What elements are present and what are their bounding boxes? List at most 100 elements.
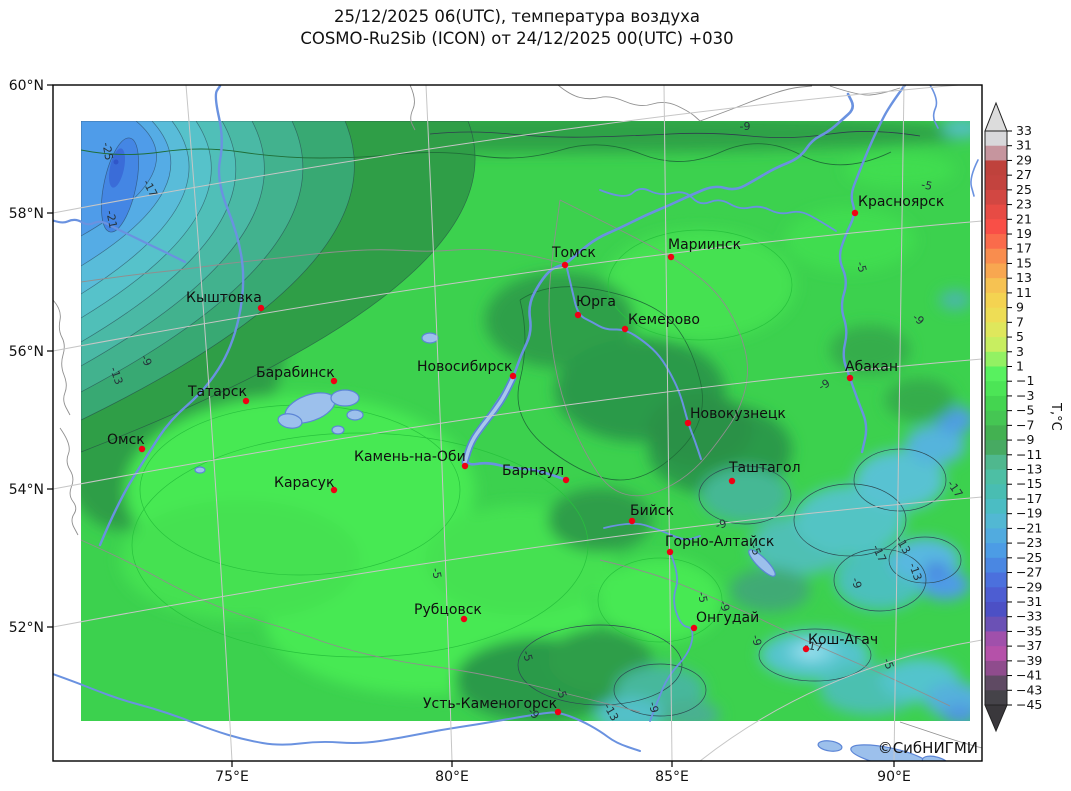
city-dot <box>667 253 675 261</box>
colorbar-segment <box>985 175 1007 191</box>
colorbar-segment <box>985 675 1007 691</box>
colorbar-tick-label: 3 <box>1016 344 1024 359</box>
admin-boundary <box>599 559 951 707</box>
credit-label: ©СибНИГМИ <box>878 739 978 757</box>
colorbar-segment <box>985 587 1007 603</box>
contour-labels: -25-17-21-13-9-9-5-5-9-9-9-5-17-13-17-13… <box>99 120 965 723</box>
meridian-line <box>663 85 673 761</box>
colorbar-segment <box>985 454 1007 471</box>
parallel-line <box>53 85 965 214</box>
lake <box>331 425 345 435</box>
colorbar-segment <box>985 234 1007 250</box>
city-label: Юрга <box>576 294 616 310</box>
city-dot <box>846 374 854 382</box>
city-dot <box>690 624 698 632</box>
colorbar-tick-label: −15 <box>1016 476 1042 491</box>
colorbar-over-arrow <box>984 101 1008 132</box>
field-blob <box>660 700 720 721</box>
colorbar-segment <box>985 601 1007 618</box>
cold-core <box>101 137 139 233</box>
city-label: Таштагол <box>728 460 801 476</box>
contour-value-label: -5 <box>429 567 444 580</box>
colorbar-segment <box>985 440 1007 456</box>
colorbar-segment <box>985 145 1007 161</box>
city-label: Бийск <box>630 503 674 519</box>
lon-tick-label: 75°E <box>215 769 249 785</box>
city-label: Кыштовка <box>186 290 262 306</box>
city-label: Томск <box>551 245 596 261</box>
city-label: Омск <box>107 432 145 448</box>
field-blob <box>785 208 915 272</box>
field-blob <box>548 488 652 552</box>
parallel-line <box>53 220 982 352</box>
colorbar-tick-label: −27 <box>1016 565 1042 580</box>
colorbar-segment <box>985 351 1007 367</box>
contour-value-label: -25 <box>99 141 115 161</box>
colorbar-segment <box>985 337 1007 353</box>
lake <box>194 466 206 474</box>
contour-loop <box>607 229 793 341</box>
contour-line <box>517 286 703 481</box>
city-dot <box>461 462 469 470</box>
city-dot <box>666 548 674 556</box>
city-dot <box>561 261 569 269</box>
admin-boundary <box>409 85 416 131</box>
cold-core <box>108 148 126 188</box>
colorbar-segment <box>985 322 1007 338</box>
lake <box>330 389 360 407</box>
contour-value-label: -21 <box>103 209 119 229</box>
colorbar-tick-label: 23 <box>1016 197 1032 212</box>
city-label: Карасук <box>274 475 334 491</box>
colorbar-tick-label: −29 <box>1016 579 1042 594</box>
colorbar-segment <box>985 660 1007 677</box>
city-dot <box>802 645 810 653</box>
colorbar-segment <box>985 498 1007 515</box>
city-label: Кош-Агач <box>808 632 878 648</box>
contour-value-label: -9 <box>740 120 751 133</box>
river <box>649 551 694 722</box>
city-dot <box>257 304 265 312</box>
colorbar-segment <box>985 543 1007 559</box>
colorbar-tick-label: −41 <box>1016 668 1042 683</box>
city-dot <box>242 397 250 405</box>
colorbar-tick-label: −5 <box>1016 403 1034 418</box>
city-dot <box>330 377 338 385</box>
contour-value-label: -5 <box>747 542 763 557</box>
contour-loop <box>597 557 723 643</box>
contour-line <box>429 131 921 138</box>
axes: 60°N 58°N 56°N 54°N 52°N 75°E 80°E 85°E 90°E <box>9 78 911 785</box>
city-dot <box>460 615 468 623</box>
city-label: Камень-на-Оби <box>354 449 466 465</box>
parallel-line <box>53 496 982 628</box>
colorbar: 33312927252321191715131197531−1−3−5−7−9−… <box>984 101 1042 733</box>
contour-loop <box>517 624 683 706</box>
city-label: Усть-Каменогорск <box>423 696 557 712</box>
colorbar-segment <box>985 469 1007 485</box>
city-dot <box>330 486 338 494</box>
colorbar-segment <box>985 572 1007 588</box>
city-label: Абакан <box>845 359 898 375</box>
river <box>98 85 245 547</box>
contour-value-label: -9 <box>749 634 764 647</box>
parallel-line <box>53 358 982 490</box>
colorbar-tick-label: −1 <box>1016 373 1034 388</box>
contour-value-label: -5 <box>695 591 710 604</box>
colorbar-tick-label: −33 <box>1016 609 1042 624</box>
colorbar-segment <box>985 690 1007 706</box>
colorbar-segment <box>985 484 1007 500</box>
reservoir <box>463 376 515 464</box>
river <box>53 673 641 752</box>
colorbar-segment <box>985 189 1007 206</box>
colorbar-tick-label: −37 <box>1016 638 1042 653</box>
meridian-line <box>185 85 233 761</box>
colorbar-segment <box>985 160 1007 176</box>
colorbar-tick-label: 33 <box>1016 123 1032 138</box>
river <box>53 218 187 264</box>
colorbar-tick-label: −3 <box>1016 388 1034 403</box>
lake <box>921 755 951 761</box>
admin-boundary <box>53 299 71 416</box>
map-title-line2: COSMO-Ru2Sib (ICON) от 24/12/2025 00(UTC… <box>300 29 733 48</box>
field-blob <box>700 467 790 523</box>
colorbar-tick-label: 21 <box>1016 211 1032 226</box>
city-label: Мариинск <box>668 237 741 253</box>
